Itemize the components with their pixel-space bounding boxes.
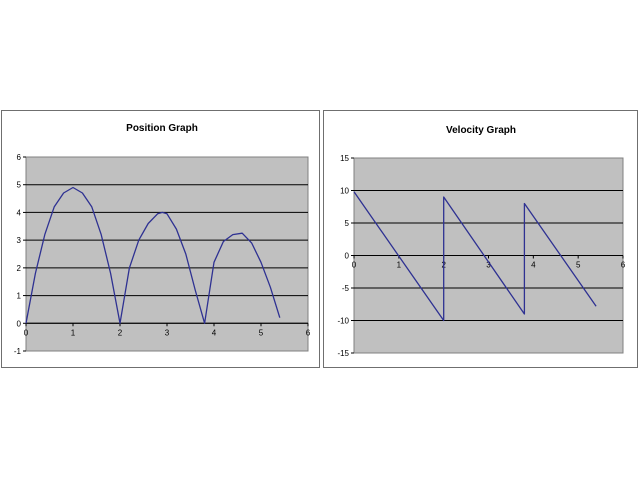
y-tick-label: 4 <box>17 208 22 217</box>
y-tick-label: -1 <box>14 347 22 356</box>
x-tick-label: 2 <box>118 328 123 337</box>
x-tick-label: 5 <box>259 328 264 337</box>
x-tick-label: 0 <box>24 328 29 337</box>
y-tick-label: 5 <box>345 219 350 228</box>
x-tick-label: 4 <box>531 261 536 270</box>
y-tick-label: 6 <box>17 153 22 162</box>
x-tick-label: 1 <box>71 328 76 337</box>
x-tick-label: 3 <box>165 328 170 337</box>
x-tick-label: 3 <box>486 261 491 270</box>
x-tick-label: 6 <box>306 328 311 337</box>
series-line <box>25 186 281 324</box>
y-tick-label: 3 <box>17 236 22 245</box>
y-tick-label: 5 <box>17 181 22 190</box>
x-tick-label: 4 <box>212 328 217 337</box>
position-chart-panel: Position Graph 6 5 4 3 2 1 0 -1 0 1 2 3 4 5 6 <box>1 110 320 368</box>
series-line <box>353 191 597 322</box>
y-tick-label: -15 <box>337 349 349 358</box>
y-tick-label: -5 <box>342 284 350 293</box>
y-tick-label: 10 <box>340 187 349 196</box>
x-tick-label: 1 <box>397 261 402 270</box>
x-tick-label: 0 <box>352 261 357 270</box>
chart-title: Position Graph <box>126 123 198 134</box>
y-tick-label: -10 <box>337 317 349 326</box>
y-tick-label: 0 <box>345 252 350 261</box>
x-tick-label: 5 <box>576 261 581 270</box>
plot-area <box>25 156 309 352</box>
y-tick-label: 2 <box>17 264 22 273</box>
x-tick-label: 6 <box>621 261 626 270</box>
y-tick-label: 1 <box>17 292 22 301</box>
chart-title: Velocity Graph <box>446 125 516 136</box>
position-chart: Position Graph 6 5 4 3 2 1 0 -1 0 1 2 3 4 5 6 <box>14 123 311 356</box>
y-tick-label: 15 <box>340 154 349 163</box>
y-tick-label: 0 <box>17 319 22 328</box>
velocity-chart-panel: Velocity Graph 15 10 5 0 -5 -10 -15 0 1 2 3 4 5 6 <box>323 110 638 368</box>
